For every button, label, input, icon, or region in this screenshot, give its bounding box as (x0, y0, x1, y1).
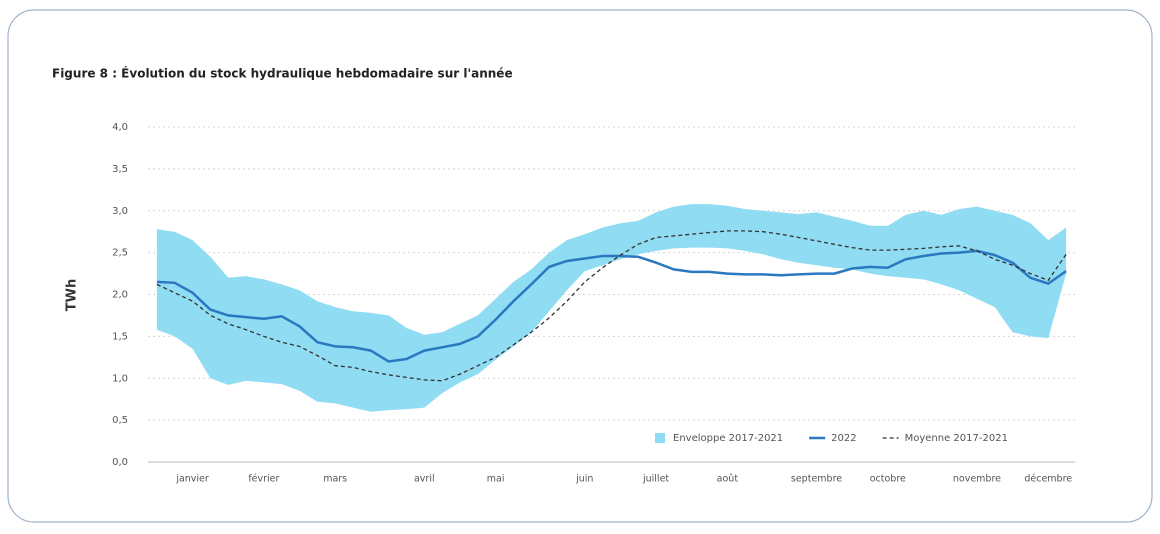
legend-label: 2022 (831, 433, 856, 444)
legend-swatch (655, 433, 665, 443)
x-tick-label: septembre (791, 474, 842, 485)
y-tick-label: 1,0 (112, 373, 128, 384)
y-tick-label: 2,5 (112, 248, 128, 259)
y-axis-label: TWh (65, 279, 80, 311)
y-tick-label: 1,5 (112, 331, 128, 342)
x-tick-label: juillet (642, 474, 669, 485)
x-tick-label: août (717, 474, 739, 485)
mean-line (156, 230, 1067, 382)
x-tick-label: janvier (175, 474, 209, 485)
legend-label: Enveloppe 2017-2021 (673, 433, 783, 444)
y-tick-label: 2,0 (112, 290, 128, 301)
y-tick-label: 0,0 (112, 457, 128, 468)
y-tick-label: 0,5 (112, 415, 128, 426)
x-tick-label: octobre (870, 474, 906, 485)
x-tick-label: novembre (953, 474, 1001, 485)
line (156, 249, 1067, 363)
x-tick-label: mars (323, 474, 347, 485)
x-tick-label: décembre (1024, 474, 1072, 485)
y-tick-label: 3,5 (112, 164, 128, 175)
legend-label: Moyenne 2017-2021 (905, 433, 1008, 444)
chart-title: Figure 8 : Évolution du stock hydrauliqu… (52, 66, 513, 81)
y-tick-label: 4,0 (112, 122, 128, 133)
y-tick-label: 3,0 (112, 206, 128, 217)
x-tick-label: avril (414, 474, 435, 485)
x-tick-label: juin (575, 474, 593, 485)
x-tick-label: février (248, 474, 279, 485)
x-tick-label: mai (487, 474, 505, 485)
